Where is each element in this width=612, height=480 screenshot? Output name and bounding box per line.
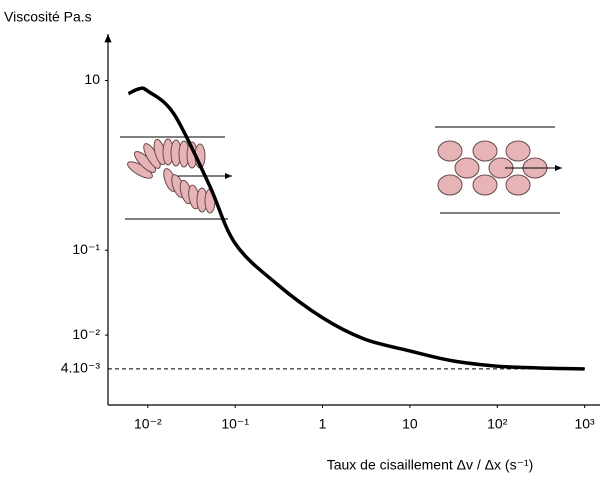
y-axis-title: Viscosité Pa.s	[4, 9, 92, 25]
x-tick-label: 10²	[487, 416, 508, 432]
y-tick-label: 10	[84, 71, 100, 87]
y-tick-label: 4.10⁻³	[61, 360, 101, 376]
particle-illustration	[435, 126, 562, 214]
y-tick-label: 10⁻²	[72, 326, 100, 342]
x-axis-title: Taux de cisaillement Δv / Δx (s⁻¹)	[327, 457, 534, 473]
y-tick-label: 10⁻¹	[72, 241, 100, 257]
viscosity-curve	[127, 86, 585, 371]
x-tick-label: 10³	[574, 416, 595, 432]
x-tick-label: 10⁻²	[134, 416, 162, 432]
x-tick-label: 10	[402, 416, 418, 432]
x-tick-label: 10⁻¹	[221, 416, 249, 432]
chain-illustration	[120, 136, 232, 220]
x-tick-label: 1	[319, 416, 327, 432]
